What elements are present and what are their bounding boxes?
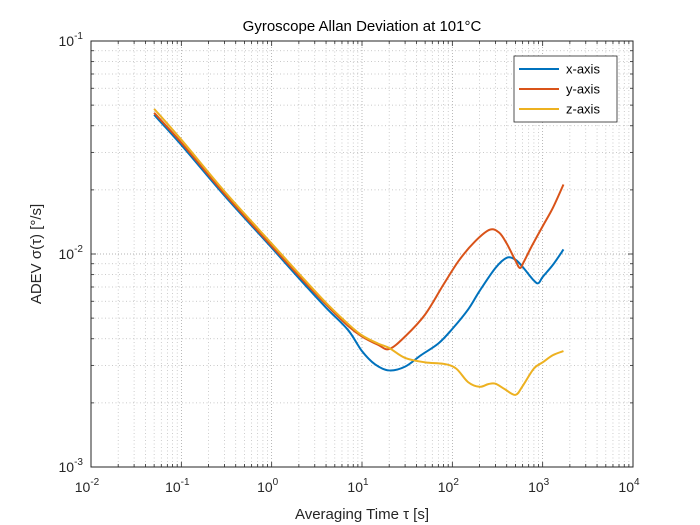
x-tick-label: 100	[257, 477, 279, 495]
legend-label-z-axis: z-axis	[566, 102, 600, 117]
x-tick-labels: 10-2 10-1 100 101 102 103 104	[75, 477, 640, 495]
legend-items: x-axis y-axis z-axis	[519, 62, 600, 117]
chart-title: Gyroscope Allan Deviation at 101°C	[243, 18, 482, 35]
series-line-z-axis	[153, 108, 564, 396]
x-tick-label: 102	[438, 477, 460, 495]
series-layer	[153, 108, 565, 396]
series-line-y-axis	[153, 112, 565, 351]
legend: x-axis y-axis z-axis	[513, 55, 618, 123]
x-tick-label: 104	[618, 477, 640, 495]
x-axis-title: Averaging Time τ [s]	[295, 506, 429, 523]
x-tick-label: 101	[347, 477, 369, 495]
y-tick-label: 10-3	[59, 457, 84, 475]
legend-label-x-axis: x-axis	[566, 62, 600, 77]
y-tick-label: 10-2	[59, 244, 84, 262]
x-tick-label: 10-1	[165, 477, 190, 495]
y-axis-title: ADEV σ(τ) [°/s]	[28, 204, 45, 304]
y-tick-label: 10-1	[59, 31, 84, 49]
tick-layer	[91, 41, 633, 467]
y-tick-labels: 10-3 10-2 10-1	[59, 31, 84, 475]
legend-label-y-axis: y-axis	[566, 82, 600, 97]
x-tick-label: 103	[528, 477, 550, 495]
series-line-x-axis	[153, 114, 565, 372]
x-tick-label: 10-2	[75, 477, 100, 495]
